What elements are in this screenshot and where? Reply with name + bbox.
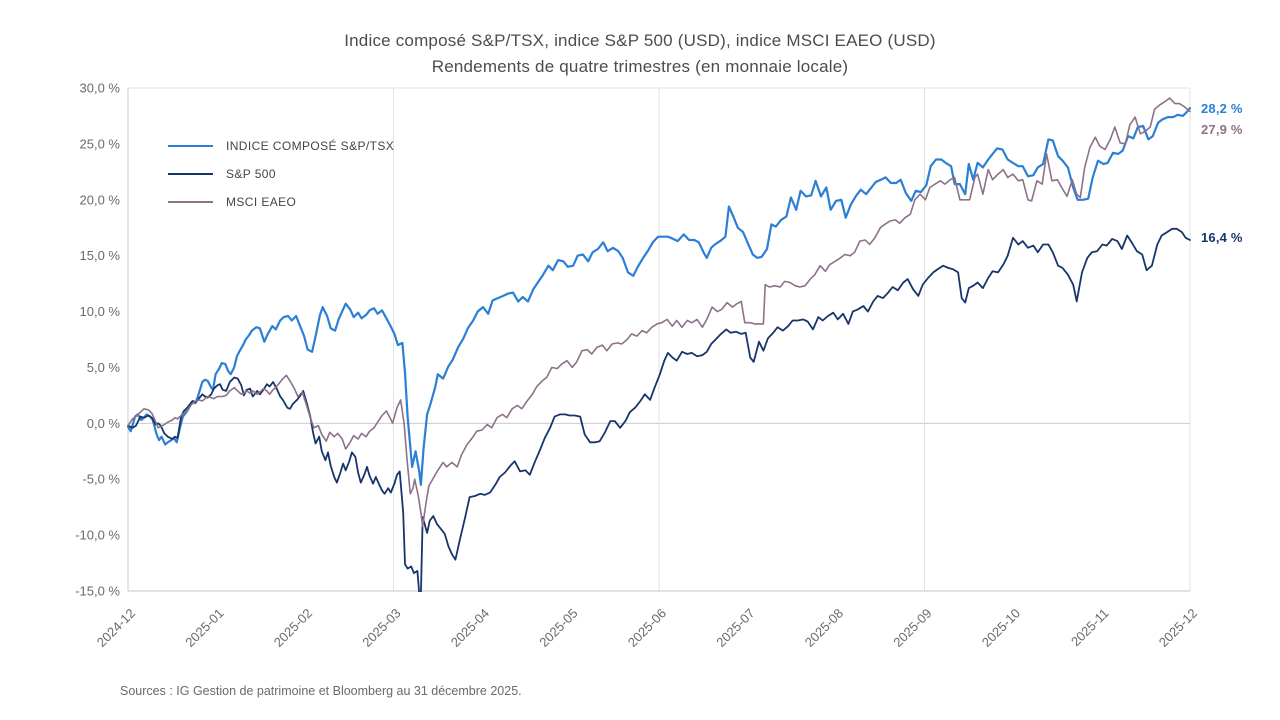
legend-swatch-1 [168,173,213,175]
x-axis-tick-label: 2025-10 [979,606,1023,650]
end-value-label-eaeo: 27,9 % [1201,122,1243,137]
x-axis-tick-label: 2025-11 [1068,606,1112,650]
y-axis-tick-label: 10,0 % [80,304,121,319]
legend-item-eaeo: MSCI EAEO [168,188,394,216]
y-axis-tick-label: -5,0 % [82,472,120,487]
x-axis-tick-label: 2025-06 [625,606,669,650]
y-axis-tick-label: 15,0 % [80,248,121,263]
y-axis-tick-label: 20,0 % [80,192,121,207]
x-axis-tick-label: 2025-08 [802,606,846,650]
legend-label-sp500: S&P 500 [226,167,276,181]
legend-swatch-2 [168,201,213,203]
chart-title-line2: Rendements de quatre trimestres (en monn… [431,57,849,76]
y-axis-tick-label: -15,0 % [75,584,120,599]
series-line-msci-eaeo [127,97,1191,528]
y-axis-tick-label: -10,0 % [75,528,120,543]
x-axis-tick-label: 2025-07 [713,606,757,650]
series-line-indice-compos-s-p-tsx [127,106,1191,486]
y-axis-tick-label: 0,0 % [87,416,121,431]
y-axis-tick-label: 5,0 % [87,360,121,375]
legend-label-eaeo: MSCI EAEO [226,195,297,209]
y-axis-tick-label: 25,0 % [80,136,121,151]
x-axis-tick-label: 2024-12 [94,606,138,650]
legend-swatch-0 [168,145,213,147]
end-value-label-sp500: 16,4 % [1201,230,1243,245]
plot-area [127,97,1191,592]
x-axis-tick-label: 2025-03 [359,606,403,650]
x-axis-tick-label: 2025-01 [182,606,226,650]
legend-label-tsx: INDICE COMPOSÉ S&P/TSX [226,139,395,153]
x-axis-tick-label: 2025-12 [1156,606,1200,650]
source-note: Sources : IG Gestion de patrimoine et Bl… [120,684,522,698]
x-axis-tick-label: 2025-04 [448,606,492,650]
chart-title-line1: Indice composé S&P/TSX, indice S&P 500 (… [344,31,936,50]
x-axis-tick-label: 2025-09 [890,606,934,650]
end-value-label-tsx: 28,2 % [1201,101,1243,116]
legend-item-sp500: S&P 500 [168,160,394,188]
x-axis-tick-label: 2025-02 [271,606,315,650]
y-axis-tick-label: 30,0 % [80,81,121,96]
series-line-s-p-500 [127,227,1191,592]
legend: INDICE COMPOSÉ S&P/TSX S&P 500 MSCI EAEO [168,132,394,216]
legend-item-tsx: INDICE COMPOSÉ S&P/TSX [168,132,394,160]
x-axis-tick-label: 2025-05 [536,606,580,650]
